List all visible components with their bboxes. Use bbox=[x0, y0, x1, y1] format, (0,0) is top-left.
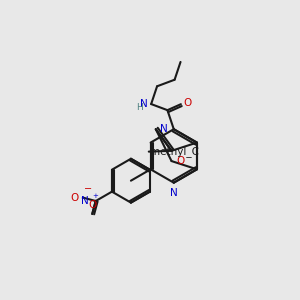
Text: N: N bbox=[140, 99, 148, 109]
Text: N: N bbox=[170, 188, 178, 198]
Text: methyl_C: methyl_C bbox=[150, 146, 199, 157]
Text: H: H bbox=[136, 103, 143, 112]
Text: N: N bbox=[81, 196, 89, 206]
Text: O: O bbox=[183, 98, 191, 108]
Text: methyl: methyl bbox=[150, 150, 155, 152]
Text: O: O bbox=[88, 200, 96, 210]
Text: +: + bbox=[93, 193, 99, 199]
Text: O: O bbox=[70, 193, 79, 202]
Text: −: − bbox=[83, 184, 92, 194]
Text: N: N bbox=[160, 124, 168, 134]
Text: O: O bbox=[176, 156, 184, 166]
